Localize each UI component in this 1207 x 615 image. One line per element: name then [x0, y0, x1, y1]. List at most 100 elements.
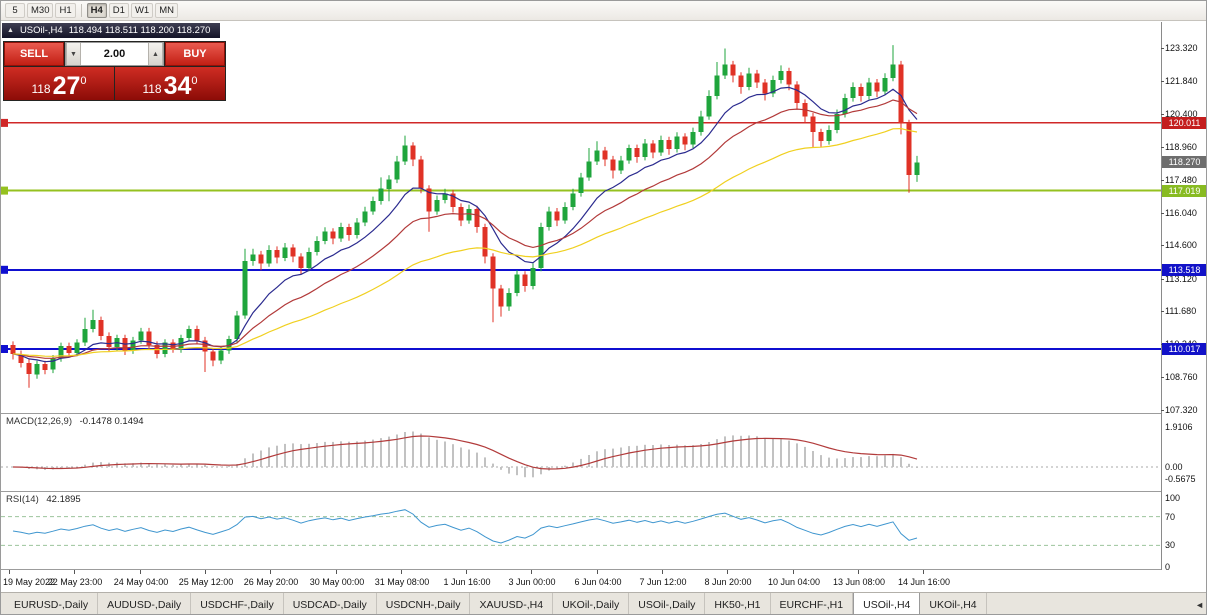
time-tick-mark [9, 570, 10, 574]
time-tick-mark [205, 570, 206, 574]
time-tick-mark [466, 570, 467, 574]
macd-axis-label: 0.00 [1165, 462, 1183, 472]
timeframe-button-5[interactable]: 5 [5, 3, 25, 18]
price-axis-tick: 111.680 [1165, 306, 1197, 316]
toolbar-separator [80, 4, 82, 17]
time-tick-mark [74, 570, 75, 574]
timeframe-button-h1[interactable]: H1 [55, 3, 76, 18]
price-axis-tick: 116.040 [1165, 208, 1197, 218]
volume-down-button[interactable]: ▼ [66, 43, 81, 65]
time-tick-mark [531, 570, 532, 574]
time-axis-label: 25 May 12:00 [178, 577, 234, 587]
axis-tick-mark [1161, 279, 1164, 280]
macd-indicator-label: MACD(12,26,9) -0.1478 0.1494 [6, 416, 144, 427]
time-tick-mark [270, 570, 271, 574]
price-line-tag: 113.518 [1162, 264, 1206, 276]
time-axis-label: 3 Jun 00:00 [508, 577, 556, 587]
symbol-tab-usoildaily[interactable]: USOil-,Daily [629, 593, 706, 614]
macd-values: -0.1478 0.1494 [79, 416, 144, 427]
buy-price-pips: 34 [163, 72, 192, 100]
symbol-tab-usdcaddaily[interactable]: USDCAD-,Daily [284, 593, 377, 614]
rsi-indicator-label: RSI(14) 42.1895 [6, 494, 81, 505]
price-axis[interactable]: 123.320 121.840 120.400 118.960 117.480 116.0… [1161, 22, 1206, 572]
symbol-tab-hk50h1[interactable]: HK50-,H1 [705, 593, 771, 614]
price-axis-tick: 120.400 [1165, 109, 1198, 119]
symbol-tab-ukoilh4[interactable]: UKOil-,H4 [920, 593, 987, 614]
price-axis-tick: 107.320 [1165, 405, 1198, 415]
price-line-tag: 120.011 [1162, 117, 1206, 129]
sell-button[interactable]: SELL [4, 42, 64, 66]
symbol-tab-usdcnhdaily[interactable]: USDCNH-,Daily [377, 593, 471, 614]
time-tick-mark [662, 570, 663, 574]
buy-price-base: 118 [142, 82, 162, 96]
timeframe-button-d1[interactable]: D1 [108, 3, 129, 18]
timeframe-button-mn[interactable]: MN [155, 3, 178, 18]
macd-signal-line [12, 435, 918, 470]
price-axis-tick: 121.840 [1165, 76, 1198, 86]
time-axis-label: 19 May 2022 [3, 577, 56, 587]
axis-tick-mark [1161, 180, 1164, 181]
rsi-axis-label: 100 [1165, 493, 1181, 503]
time-axis-label: 13 Jun 08:00 [832, 577, 886, 587]
rsi-name: RSI(14) [6, 494, 39, 505]
volume-value[interactable]: 2.00 [103, 48, 126, 60]
symbol-tab-usdchfdaily[interactable]: USDCHF-,Daily [191, 593, 284, 614]
symbol-tab-xauusdh4[interactable]: XAUUSD-,H4 [470, 593, 554, 614]
timeframe-button-m30[interactable]: M30 [27, 3, 54, 18]
axis-tick-mark [1161, 147, 1164, 148]
rsi-line [12, 509, 918, 544]
horizontal-price-lines[interactable] [1, 118, 1161, 353]
symbol-tab-ukoildaily[interactable]: UKOil-,Daily [553, 593, 630, 614]
time-tick-mark [858, 570, 859, 574]
price-line-tag: 118.270 [1162, 156, 1206, 168]
sell-price-base: 118 [31, 82, 51, 96]
symbol-tab-audusddaily[interactable]: AUDUSD-,Daily [98, 593, 192, 614]
time-axis[interactable]: 19 May 2022 22 May 23:00 24 May 04:00 25 Ma… [1, 570, 1206, 592]
buy-price-display[interactable]: 118 34 0 [115, 67, 225, 100]
time-axis-label: 24 May 04:00 [113, 577, 169, 587]
time-axis-label: 7 Jun 12:00 [639, 577, 687, 587]
timeframe-toolbar: 5 M30 H1 H4 D1 W1 MN [1, 1, 1206, 21]
axis-tick-mark [1161, 81, 1164, 82]
chart-title-bar[interactable]: ▲ USOil-,H4 118.494 118.511 118.200 118.… [2, 23, 221, 38]
symbol-tab-eurchfh1[interactable]: EURCHF-,H1 [771, 593, 854, 614]
price-axis-tick: 108.760 [1165, 372, 1198, 382]
axis-tick-mark [1161, 410, 1164, 411]
volume-stepper[interactable]: ▼ 2.00 ▲ [65, 42, 164, 66]
tab-scroll-left-button[interactable]: ◄ [1195, 600, 1204, 610]
time-axis-label: 26 May 20:00 [243, 577, 299, 587]
price-axis-tick: 114.600 [1165, 240, 1197, 250]
time-axis-label: 10 Jun 04:00 [767, 577, 821, 587]
price-axis-tick: 118.960 [1165, 142, 1197, 152]
axis-tick-mark [1161, 245, 1164, 246]
pane-divider [1, 569, 1206, 570]
timeframe-button-w1[interactable]: W1 [130, 3, 154, 18]
axis-tick-mark [1161, 311, 1164, 312]
time-tick-mark [140, 570, 141, 574]
sell-price-display[interactable]: 118 27 0 [4, 67, 114, 100]
rsi-pane[interactable] [1, 492, 1161, 569]
timeframe-button-h4[interactable]: H4 [86, 3, 107, 18]
price-line-tag: 110.017 [1162, 343, 1206, 355]
pane-divider[interactable] [1, 491, 1206, 492]
symbol-tab-usoilh4[interactable]: USOil-,H4 [853, 593, 921, 614]
time-axis-label: 8 Jun 20:00 [704, 577, 752, 587]
chart-symbol-label: USOil-,H4 [19, 25, 63, 36]
macd-name: MACD(12,26,9) [6, 416, 72, 427]
macd-axis-label: -0.5675 [1165, 474, 1196, 484]
price-axis-tick: 123.320 [1165, 43, 1198, 53]
pane-divider[interactable] [1, 413, 1206, 414]
time-axis-label: 30 May 00:00 [309, 577, 365, 587]
time-tick-mark [401, 570, 402, 574]
time-tick-mark [336, 570, 337, 574]
buy-button[interactable]: BUY [165, 42, 225, 66]
symbol-tab-eurusddaily[interactable]: EURUSD-,Daily [5, 593, 99, 614]
price-axis-border [1161, 22, 1162, 570]
rsi-values: 42.1895 [46, 494, 81, 505]
price-axis-tick: 113.120 [1165, 274, 1197, 284]
time-axis-label: 6 Jun 04:00 [574, 577, 622, 587]
macd-pane[interactable] [1, 414, 1161, 491]
time-tick-mark [727, 570, 728, 574]
volume-up-button[interactable]: ▲ [148, 43, 163, 65]
main-price-chart[interactable] [1, 22, 1161, 413]
